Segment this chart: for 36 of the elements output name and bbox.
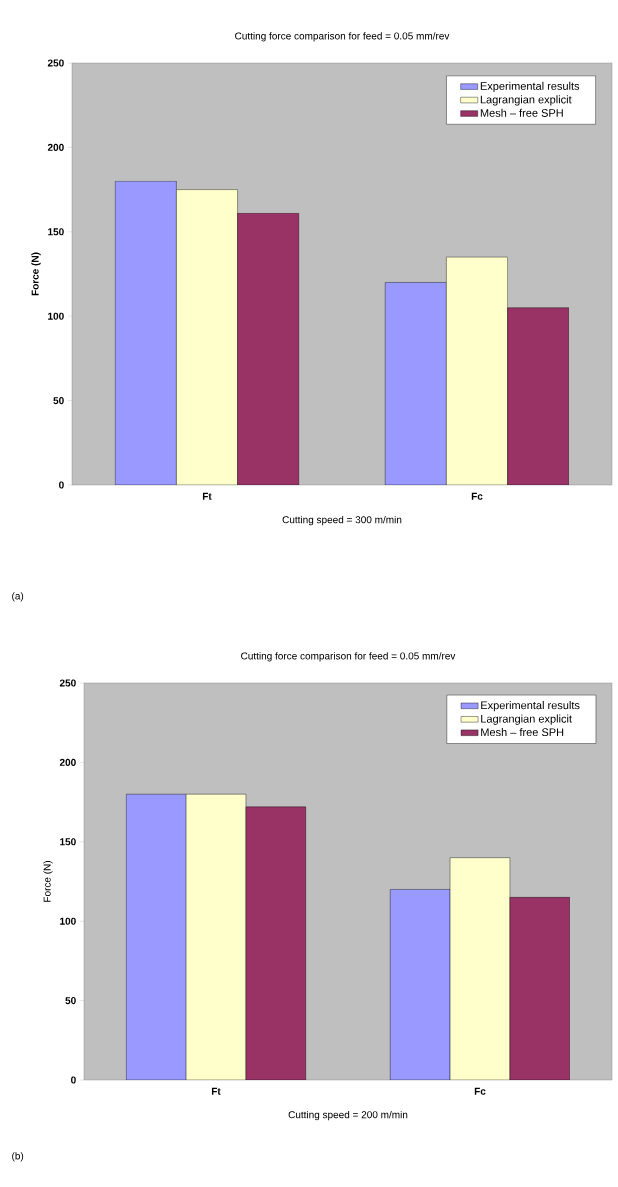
y-tick-label: 150 [48,228,64,236]
y-axis-title: Force (N) [31,252,41,296]
y-tick-label: 50 [65,997,76,1005]
legend-label: Lagrangian explicit [480,95,572,106]
bar [390,889,451,1080]
y-tick-label: 0 [59,481,64,489]
bar [185,793,247,1080]
y-tick-label: 150 [60,838,76,846]
legend-label: Experimental results [480,81,580,93]
y-tick-label: 250 [47,59,64,67]
bar [509,897,570,1080]
y-tick-label: 200 [59,758,76,766]
text: (b) [12,1152,24,1162]
legend-label: Experimental results [481,701,580,712]
x-tick-label: Ft [211,1087,221,1095]
y-tick-label: 100 [48,312,64,320]
x-axis-title: Cutting speed = 200 m/min [288,1110,408,1121]
y-axis-title: Force (N) [43,861,53,902]
legend-label: Mesh – free SPH [481,728,564,737]
text: (a) [12,592,24,602]
chart-title: Cutting force comparison for feed = 0.05 mm/rev [241,652,456,662]
bar [449,857,511,1080]
x-axis-title: Cutting speed = 300 m/min [282,515,402,526]
x-tick-label: Fc [471,492,483,500]
chart-title: Cutting force comparison for feed = 0.05 mm/rev [235,32,450,42]
y-tick-label: 200 [47,143,64,151]
y-tick-label: 0 [71,1076,76,1084]
bar [245,806,306,1080]
x-tick-label: Fc [474,1087,486,1095]
x-tick-label: Ft [202,492,212,500]
y-tick-label: 100 [60,917,76,925]
y-tick-label: 250 [59,679,76,687]
legend-label: Mesh – free SPH [480,108,563,117]
y-tick-label: 50 [53,397,64,405]
legend-label: Lagrangian explicit [481,714,572,725]
bar [126,793,187,1080]
